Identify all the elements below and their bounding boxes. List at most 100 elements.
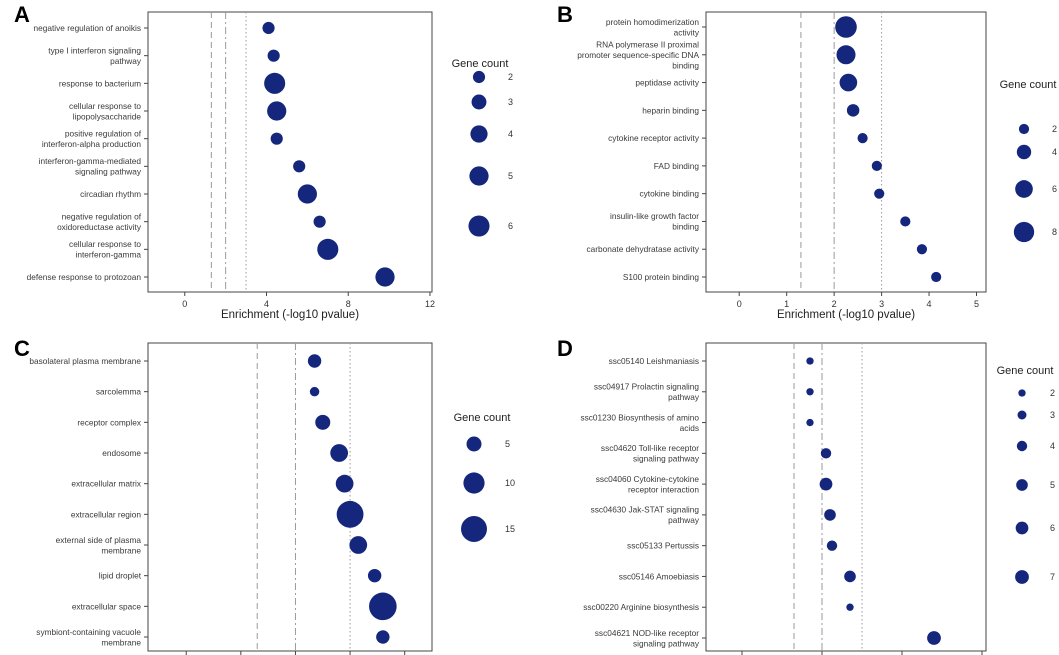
legend-label: 5: [508, 171, 513, 181]
plot-frame: [705, 11, 987, 293]
data-point: [819, 477, 833, 491]
data-point: [836, 45, 856, 65]
y-tick-label: acids: [680, 423, 699, 433]
x-axis-label: Enrichment (-log10 pvalue): [777, 309, 915, 321]
legend-label: 6: [1050, 523, 1055, 533]
data-point: [309, 386, 320, 397]
legend-title: Gene count: [452, 58, 509, 70]
panel-letter: A: [14, 2, 30, 27]
data-point: [376, 630, 390, 644]
y-tick-label: ssc04917 Prolactin signaling: [594, 382, 700, 392]
y-tick-label: cellular response to: [69, 239, 141, 249]
data-point: [835, 16, 857, 38]
data-point: [844, 570, 856, 583]
y-tick-label: ssc04060 Cytokine-cytokine: [596, 474, 700, 484]
y-tick-label: ssc04620 Toll-like receptor: [601, 443, 699, 453]
y-tick-label: cellular response to: [69, 101, 141, 111]
data-point: [262, 21, 275, 35]
y-tick-label: positive regulation of: [65, 128, 142, 138]
data-point: [857, 133, 868, 144]
y-tick-label: heparin binding: [642, 105, 699, 115]
data-point: [330, 444, 349, 462]
legend-key: [1016, 144, 1032, 160]
data-point: [806, 357, 814, 365]
y-tick-label: binding: [672, 60, 699, 70]
y-tick-label: protein homodimerization: [606, 17, 700, 27]
panel-letter: B: [557, 2, 573, 27]
legend-key: [1016, 479, 1028, 491]
x-tick-label: 2: [832, 299, 837, 309]
x-tick-label: 8: [346, 299, 351, 309]
legend-key: [471, 94, 487, 110]
legend-title: Gene count: [997, 365, 1054, 377]
data-point: [839, 73, 858, 92]
x-axis-label: Enrichment (-log10 pvalue): [221, 309, 359, 321]
data-point: [335, 474, 354, 493]
data-point: [916, 244, 928, 255]
y-tick-label: ssc05133 Pertussis: [627, 541, 699, 551]
data-point: [806, 418, 814, 427]
data-point: [369, 592, 397, 621]
legend-key: [466, 436, 482, 452]
data-point: [307, 354, 322, 368]
y-tick-label: cytokine receptor activity: [608, 133, 700, 143]
legend-label: 2: [1052, 124, 1057, 134]
x-tick-label: 4: [264, 299, 269, 309]
data-point: [367, 568, 382, 583]
y-tick-label: ssc00220 Arginine biosynthesis: [583, 602, 699, 612]
data-point: [267, 49, 280, 62]
y-tick-label: FAD binding: [654, 161, 700, 171]
data-point: [293, 160, 306, 173]
panel-letter: C: [14, 336, 30, 361]
data-point: [927, 631, 941, 645]
y-tick-label: ssc05140 Leishmaniasis: [609, 356, 699, 366]
y-tick-label: pathway: [668, 392, 700, 402]
y-tick-label: carbonate dehydratase activity: [586, 244, 699, 254]
y-tick-label: ssc04621 NOD-like receptor: [595, 628, 699, 638]
data-point: [806, 388, 814, 396]
plot-frame: [147, 342, 433, 652]
y-tick-label: signaling pathway: [75, 167, 142, 177]
legend-label: 4: [1050, 441, 1055, 451]
legend-label: 3: [1050, 410, 1055, 420]
y-tick-label: lipid droplet: [99, 571, 142, 581]
legend-title: Gene count: [454, 412, 511, 424]
legend-label: 4: [1052, 147, 1057, 157]
y-tick-label: cytokine binding: [639, 189, 699, 199]
y-tick-label: peptidase activity: [635, 78, 699, 88]
y-tick-label: oxidoreductase activity: [57, 222, 142, 232]
data-point: [824, 509, 836, 521]
legend-label: 5: [505, 439, 510, 449]
y-tick-label: RNA polymerase II proximal: [596, 39, 699, 49]
x-tick-label: 12: [425, 299, 435, 309]
y-tick-label: pathway: [668, 515, 700, 525]
y-tick-label: circadian rhythm: [80, 189, 141, 199]
y-tick-label: insulin-like growth factor: [610, 211, 699, 221]
data-point: [871, 160, 882, 171]
legend-key: [472, 70, 486, 84]
x-tick-label: 0: [182, 299, 187, 309]
y-tick-label: binding: [672, 222, 699, 232]
legend-label: 7: [1050, 572, 1055, 582]
x-tick-label: 0: [737, 299, 742, 309]
legend-label: 3: [508, 97, 513, 107]
legend-key: [469, 166, 489, 186]
legend-key: [1015, 570, 1029, 584]
legend-key: [1015, 180, 1033, 198]
x-tick-label: 3: [879, 299, 884, 309]
data-point: [267, 101, 287, 121]
x-tick-label: 5: [974, 299, 979, 309]
legend-label: 6: [1052, 184, 1057, 194]
y-tick-label: lipopolysaccharide: [73, 111, 142, 121]
data-point: [313, 215, 326, 228]
data-point: [874, 188, 885, 199]
y-tick-label: endosome: [102, 448, 141, 458]
legend-label: 15: [505, 524, 515, 534]
legend-key: [463, 472, 485, 494]
y-tick-label: signaling pathway: [633, 638, 700, 648]
y-tick-label: extracellular matrix: [71, 479, 141, 489]
data-point: [931, 271, 942, 283]
data-point: [846, 603, 854, 611]
data-point: [270, 132, 283, 145]
